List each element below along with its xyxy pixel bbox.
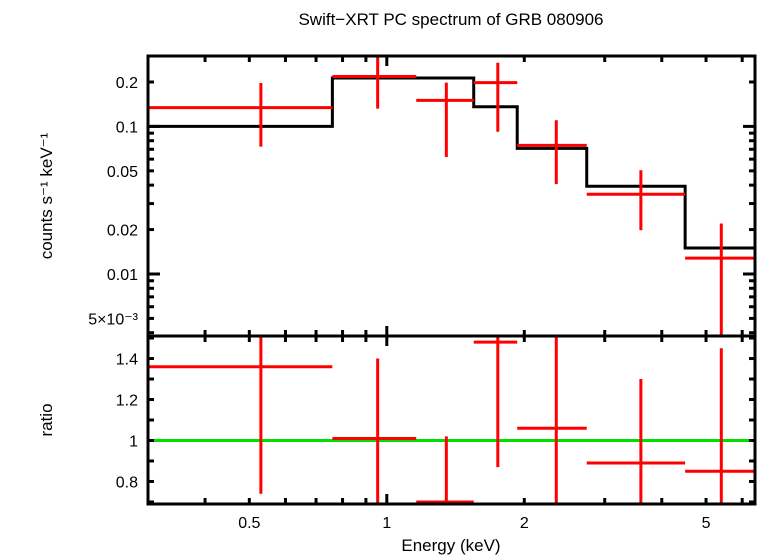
- y-axis-title-spectrum: counts s⁻¹ keV⁻¹: [37, 132, 56, 259]
- x-tick-label: 1: [382, 515, 391, 532]
- model-step-line: [148, 76, 755, 250]
- y-tick-label-ratio: 1: [129, 433, 138, 450]
- y-axis-title-ratio: ratio: [37, 403, 56, 436]
- y-tick-label-spectrum: 0.02: [107, 223, 138, 240]
- y-tick-label-ratio: 0.8: [116, 474, 138, 491]
- x-tick-label: 5: [702, 515, 711, 532]
- x-axis-title: Energy (keV): [401, 536, 500, 555]
- y-tick-label-spectrum: 0.2: [116, 75, 138, 92]
- y-tick-label-ratio: 1.2: [116, 393, 138, 410]
- y-tick-label-spectrum: 0.1: [116, 119, 138, 136]
- ratio-panel: [148, 336, 755, 504]
- chart-title: Swift−XRT PC spectrum of GRB 080906: [298, 10, 603, 29]
- y-tick-label-spectrum: 5×10⁻³: [88, 311, 138, 328]
- y-tick-label-spectrum: 0.05: [107, 164, 138, 181]
- ratio-frame: [146, 334, 757, 506]
- spectrum-panel: [148, 56, 755, 336]
- axes: 0.5 1 2 5 0.2 0.1 0.05 0.02 0.01 5×10⁻³ 1.4 1.2 1 0.8: [88, 54, 757, 532]
- spectrum-frame: [146, 54, 757, 338]
- y-tick-label-ratio: 1.4: [116, 352, 138, 369]
- y-tick-label-spectrum: 0.01: [107, 267, 138, 284]
- x-tick-label: 2: [520, 515, 529, 532]
- x-tick-label: 0.5: [238, 515, 260, 532]
